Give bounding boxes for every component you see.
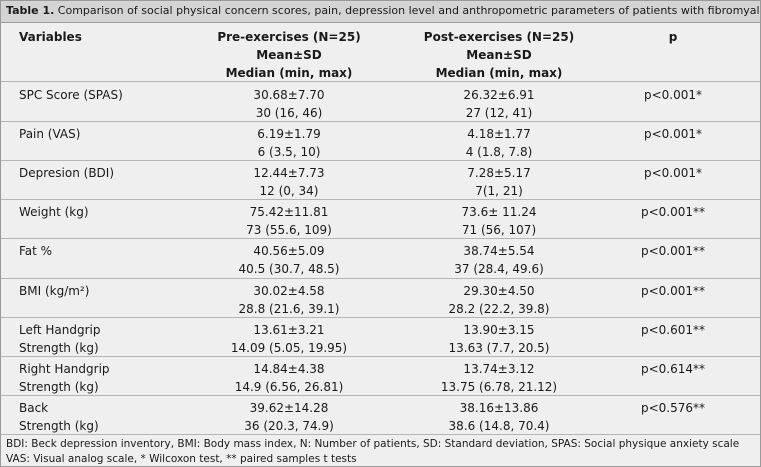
pre-cell: 30 (16, 46) (255, 106, 323, 120)
variable-cell: Back (19, 400, 49, 415)
rule (1, 394, 760, 396)
title-text: Comparison of social physical concern sc… (57, 4, 761, 17)
variable-cell: Strength (kg) (19, 379, 99, 394)
pre-cell: 6.19±1.79 (257, 127, 321, 142)
rule (1, 316, 760, 318)
header-cell: Mean±SD (466, 48, 532, 62)
variable-cell: Depresion (BDI) (19, 166, 115, 181)
header-cell: Post-exercises (N=25) (423, 30, 575, 44)
variable-cell: Fat % (19, 244, 53, 259)
post-cell: 38.6 (14.8, 70.4) (448, 418, 550, 433)
pre-cell: 6 (3.5, 10) (257, 145, 321, 160)
p-cell: p<0.001** (640, 205, 706, 220)
pre-cell: 14.09 (5.05, 19.95) (230, 340, 348, 355)
pre-cell: 12.44±7.73 (253, 166, 325, 181)
p-cell: p<0.001** (640, 283, 706, 298)
pre-cell: 30.02±4.58 (253, 283, 325, 298)
pre-cell: 12 (0, 34) (259, 184, 319, 199)
pre-cell: 28.8 (21.6, 39.1) (238, 301, 340, 316)
post-cell: 13.90±3.15 (463, 322, 535, 337)
post-cell: 7.28±5.17 (467, 166, 531, 181)
pre-cell: 75.42±11.81 (249, 205, 329, 220)
variable-cell: SPC Score (SPAS) (19, 88, 123, 102)
variable-cell: Strength (kg) (19, 340, 99, 355)
header-cell: Mean±SD (256, 48, 322, 62)
variable-cell: BMI (kg/m²) (19, 283, 90, 298)
post-cell: 37 (28.4, 49.6) (454, 262, 544, 277)
p-cell: p<0.614** (640, 361, 706, 376)
footnote: VAS: Visual analog scale, * Wilcoxon tes… (6, 453, 357, 465)
pre-cell: 14.9 (6.56, 26.81) (234, 379, 344, 394)
post-cell: 71 (56, 107) (461, 223, 537, 238)
pre-cell: 30.68±7.70 (253, 88, 325, 102)
pre-cell: 14.84±4.38 (253, 361, 325, 376)
post-cell: 4.18±1.77 (467, 127, 531, 142)
header-cell: Median (min, max) (435, 66, 563, 80)
pre-cell: 36 (20.3, 74.9) (244, 418, 334, 433)
variable-cell: Pain (VAS) (19, 127, 81, 142)
post-cell: 13.74±3.12 (463, 361, 535, 376)
p-cell: p<0.001* (643, 166, 703, 181)
post-cell: 26.32±6.91 (463, 88, 535, 102)
variable-cell: Left Handgrip (19, 322, 101, 337)
header-cell: Pre-exercises (N=25) (217, 30, 361, 44)
rule (1, 433, 760, 435)
p-cell: p<0.576** (640, 400, 706, 415)
variable-cell: Weight (kg) (19, 205, 89, 220)
pre-cell: 73 (55.6, 109) (246, 223, 332, 238)
post-cell: 28.2 (22.2, 39.8) (448, 301, 550, 316)
table-title: Table 1. Comparison of social physical c… (6, 4, 761, 17)
header-cell: Variables (19, 30, 82, 44)
title-label: Table 1. (6, 4, 55, 17)
p-cell: p<0.001** (640, 244, 706, 259)
header-cell: Median (min, max) (225, 66, 353, 80)
rule (1, 238, 760, 240)
post-cell: 13.63 (7.7, 20.5) (448, 340, 550, 355)
rule (1, 199, 760, 201)
post-cell: 27 (12, 41) (465, 106, 533, 120)
post-cell: 38.16±13.86 (459, 400, 539, 415)
rule (1, 121, 760, 123)
p-cell: p<0.001* (643, 88, 703, 102)
rule (1, 160, 760, 162)
post-cell: 4 (1.8, 7.8) (465, 145, 533, 160)
post-cell: 7(1, 21) (475, 184, 523, 199)
rule (1, 277, 760, 279)
footnotes: BDI: Beck depression inventory, BMI: Bod… (6, 437, 740, 466)
rule (1, 355, 760, 357)
pre-cell: 40.56±5.09 (253, 244, 325, 259)
pre-cell: 39.62±14.28 (249, 400, 329, 415)
footnote: BDI: Beck depression inventory, BMI: Bod… (6, 438, 740, 450)
post-cell: 13.75 (6.78, 21.12) (440, 379, 558, 394)
pre-cell: 40.5 (30.7, 48.5) (238, 262, 340, 277)
pre-cell: 13.61±3.21 (253, 322, 325, 337)
post-cell: 29.30±4.50 (463, 283, 535, 298)
rule (1, 81, 760, 82)
p-cell: p<0.001* (643, 127, 703, 142)
header-cell: p (668, 30, 678, 44)
variable-cell: Right Handgrip (19, 361, 110, 376)
post-cell: 38.74±5.54 (463, 244, 535, 259)
p-cell: p<0.601** (640, 322, 706, 337)
title-bar: Table 1. Comparison of social physical c… (1, 1, 760, 23)
post-cell: 73.6± 11.24 (461, 205, 537, 220)
variable-cell: Strength (kg) (19, 418, 99, 433)
